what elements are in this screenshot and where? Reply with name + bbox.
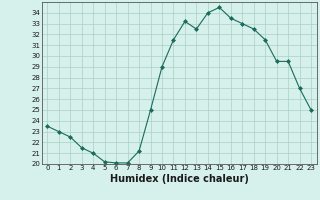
X-axis label: Humidex (Indice chaleur): Humidex (Indice chaleur) [110,174,249,184]
